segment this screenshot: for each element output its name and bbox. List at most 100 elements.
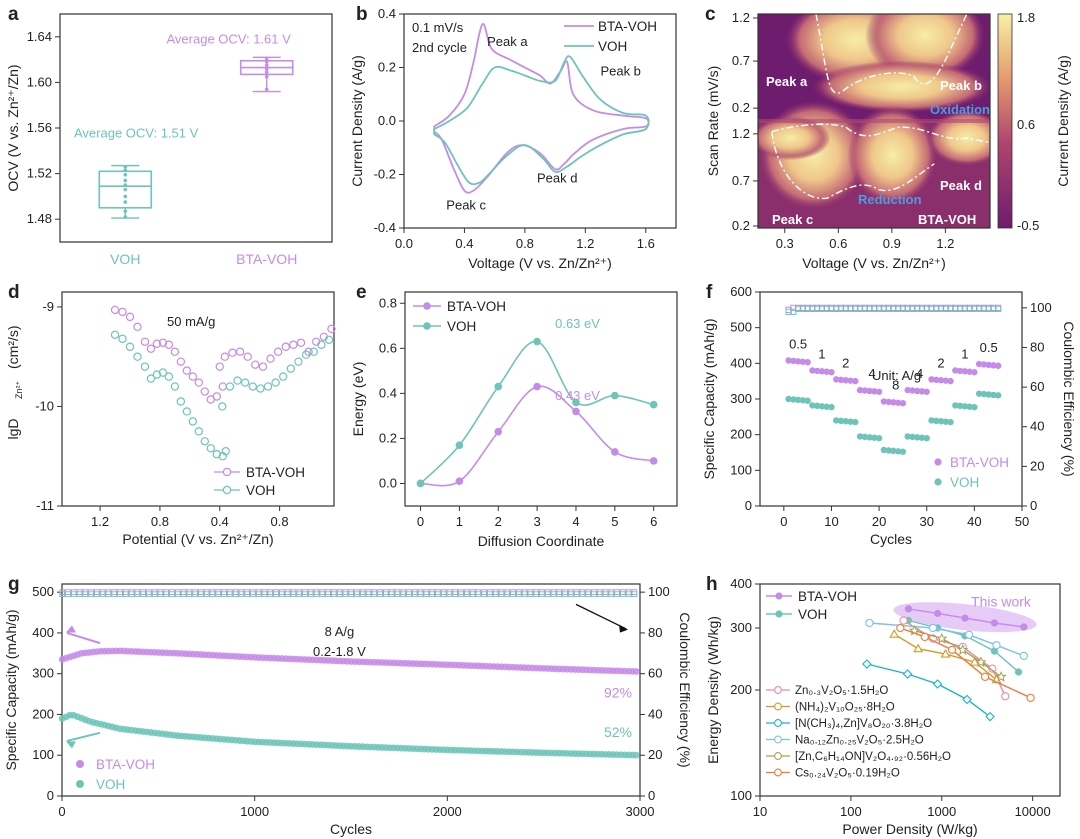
legend-marker-h [774,768,782,777]
heatmap-hotspot [758,116,831,161]
ce-point-voh [88,591,94,598]
ce-point-voh [255,591,262,598]
energy-curve-bta-voh [420,385,654,487]
diffusion-point-voh [146,374,156,383]
colorbar-title: Current Density (A/g) [1055,55,1071,186]
y-axis-title-d: lgD Zn²⁺ (cm²/s) [5,325,24,439]
rate-point-bta-voh [861,387,868,394]
diffusion-point-voh [152,370,162,379]
diffusion-point-voh [200,437,209,446]
ragone-point-0 [1020,623,1028,631]
rate-point-voh [875,434,883,442]
y-tick-label-c: 0.2 [732,100,750,115]
energy-point-voh [572,398,580,407]
ce-point-voh [463,591,470,598]
ce-point-voh [596,591,603,598]
rate-point-bta-voh [937,377,945,384]
legend-label-h: BTA-VOH [798,589,857,604]
energy-point-bta-voh [572,407,580,416]
ce-point-voh [452,591,459,598]
ce-point-voh [128,591,135,598]
y2-tick-label-g: 60 [648,666,662,681]
legend-label-b: BTA-VOH [598,19,657,34]
ragone-point-4 [932,679,943,689]
heatmap-hotspot [847,105,938,206]
rate-point-bta-voh [909,387,916,394]
x-tick-label-d: 0.8 [151,514,169,529]
legend-label-h: [Zn,C₆H₁₄ON]V₂O₄.₉₂·0.56H₂O [795,751,951,763]
x-tick-label-f: 40 [967,514,981,529]
ce-point-voh [82,591,89,598]
ragone-point-0 [904,605,913,613]
rate-point-bta-voh [828,368,835,376]
rate-point-voh [890,447,897,455]
legend-marker-f [934,458,942,466]
reduction-label: Reduction [858,192,922,207]
legend-label-g: BTA-VOH [96,757,155,772]
y-axis-title-h: Energy Density (Wh/kg) [705,616,721,764]
diffusion-point-bta-voh [296,338,306,347]
ce-point-voh [417,591,424,598]
rate-label: 2 [937,355,944,370]
rate-label: 1 [961,346,968,361]
cycle-point-voh [632,751,640,759]
y-tick-label-c: 1.2 [732,126,750,141]
diffusion-point-voh [140,362,150,371]
ce-point-voh [238,591,245,598]
ce-point-voh [203,591,210,598]
ce-point-voh [111,591,118,598]
rate-point-voh [894,448,902,455]
ce-point-voh [995,305,1002,312]
y-tick-label-e: 0.8 [379,295,397,310]
ce-point-voh [411,591,418,598]
y-tick-label-h: 400 [730,576,752,591]
diffusion-point-bta-voh [158,338,168,347]
rate-label: 2 [842,355,849,370]
ce-point-voh [94,591,100,598]
y-tick-label-f: 400 [730,355,752,370]
y-tick-label-g: 0 [47,788,54,803]
y-tick-label-b: 0.2 [378,60,396,75]
rate-point-voh [994,392,1002,399]
barrier-bta-label: 0.43 eV [555,388,600,403]
diffusion-point-voh [256,384,265,393]
ragone-point-1 [1014,668,1023,676]
rate-point-bta-voh [880,398,888,405]
ce-point-voh [169,591,175,598]
rate-point-voh [980,390,988,398]
ce-point-voh [163,591,170,598]
y-tick-label-f: 600 [730,284,752,299]
ce-point-voh [70,591,77,598]
voltage-note-g: 0.2-1.8 V [313,644,366,659]
y-tick-label-e: 0.2 [379,430,397,445]
heatmap [758,14,990,228]
rate-point-bta-voh [990,362,997,369]
legend-label-g: VOH [96,777,125,792]
diffusion-point-bta-voh [133,322,142,332]
ce-point-voh [209,591,216,598]
rate-label: 1 [818,346,825,361]
x-category-label: BTA-VOH [236,251,297,267]
box-point [123,200,128,204]
ce-point-voh [510,591,516,598]
diffusion-point-bta-voh [125,312,135,322]
rate-point-bta-voh [823,368,830,375]
ce-point-voh [481,591,487,598]
rate-point-voh [880,446,888,454]
rate-point-bta-voh [842,377,849,384]
ragone-point-2 [1001,692,1010,701]
panel-letter-d: d [8,282,20,303]
y2-tick-label-g: 40 [648,706,662,721]
y-tick-label-f: 500 [730,320,752,335]
x-axis-title-g: Cycles [330,821,372,837]
ce-point-voh [325,591,331,598]
rate-point-voh [975,390,983,397]
colorbar-tick-label: -0.5 [1017,218,1039,233]
x-tick-label-g: 1000 [240,804,269,819]
y-tick-label-h: 100 [730,788,752,803]
heatmap-hotspot [811,60,990,113]
diffusion-point-bta-voh [258,362,268,371]
y-tick-label-b: -0.4 [374,220,396,235]
diffusion-point-bta-voh [194,378,204,387]
peak-d-label-c: Peak d [940,178,982,193]
